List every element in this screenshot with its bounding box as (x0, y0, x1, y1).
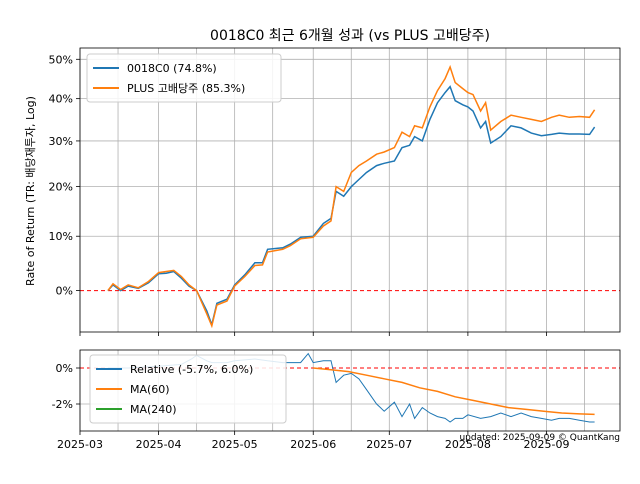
legend-label-1: 0018C0 (74.8%) (127, 62, 217, 75)
y-tick-label: -2% (52, 398, 73, 411)
y-tick-label: 0% (56, 362, 73, 375)
y-tick-label: 30% (49, 135, 73, 148)
bottom-plot-area: 0% -2% 2025-03 2025-04 2025-05 2025-06 2025-07… (52, 349, 621, 451)
series-line-2 (313, 367, 595, 416)
chart-title: 0018C0 최근 6개월 성과 (vs PLUS 고배당주) (210, 28, 490, 44)
legend-label-3: MA(240) (130, 403, 177, 416)
y-axis-label: Rate of Return (TR: 배당재투자, Log) (24, 96, 37, 286)
legend-label-2: PLUS 고배당주 (85.3%) (127, 82, 245, 95)
x-tick-label: 2025-06 (290, 438, 336, 451)
x-tick-label: 2025-09 (523, 438, 569, 451)
axes-frame (79, 349, 621, 432)
x-tick-label: 2025-07 (366, 438, 412, 451)
x-tick-label: 2025-08 (445, 438, 491, 451)
y-tick-label: 10% (49, 230, 73, 243)
top-plot-area: 0% 10% 20% 30% 40% 50% 0018C0 (74.8%) PLUS 고배당주… (49, 47, 621, 336)
legend-box (86, 53, 282, 103)
legend-label-2: MA(60) (130, 383, 170, 396)
watermark: updated: 2025-09-09 © QuantKang (459, 433, 620, 443)
x-tick-label: 2025-03 (57, 438, 103, 451)
axes-frame (79, 47, 621, 333)
x-tick-label: 2025-05 (212, 438, 258, 451)
legend-label-1: Relative (-5.7%, 6.0%) (130, 363, 253, 376)
y-tick-label: 0% (56, 285, 73, 298)
series-line-1 (107, 85, 596, 328)
x-tick-label: 2025-04 (136, 438, 182, 451)
series-line-2 (107, 64, 596, 329)
legend-box (89, 354, 287, 424)
y-tick-label: 40% (49, 93, 73, 106)
y-tick-label: 50% (49, 53, 73, 66)
y-tick-label: 20% (49, 181, 73, 194)
